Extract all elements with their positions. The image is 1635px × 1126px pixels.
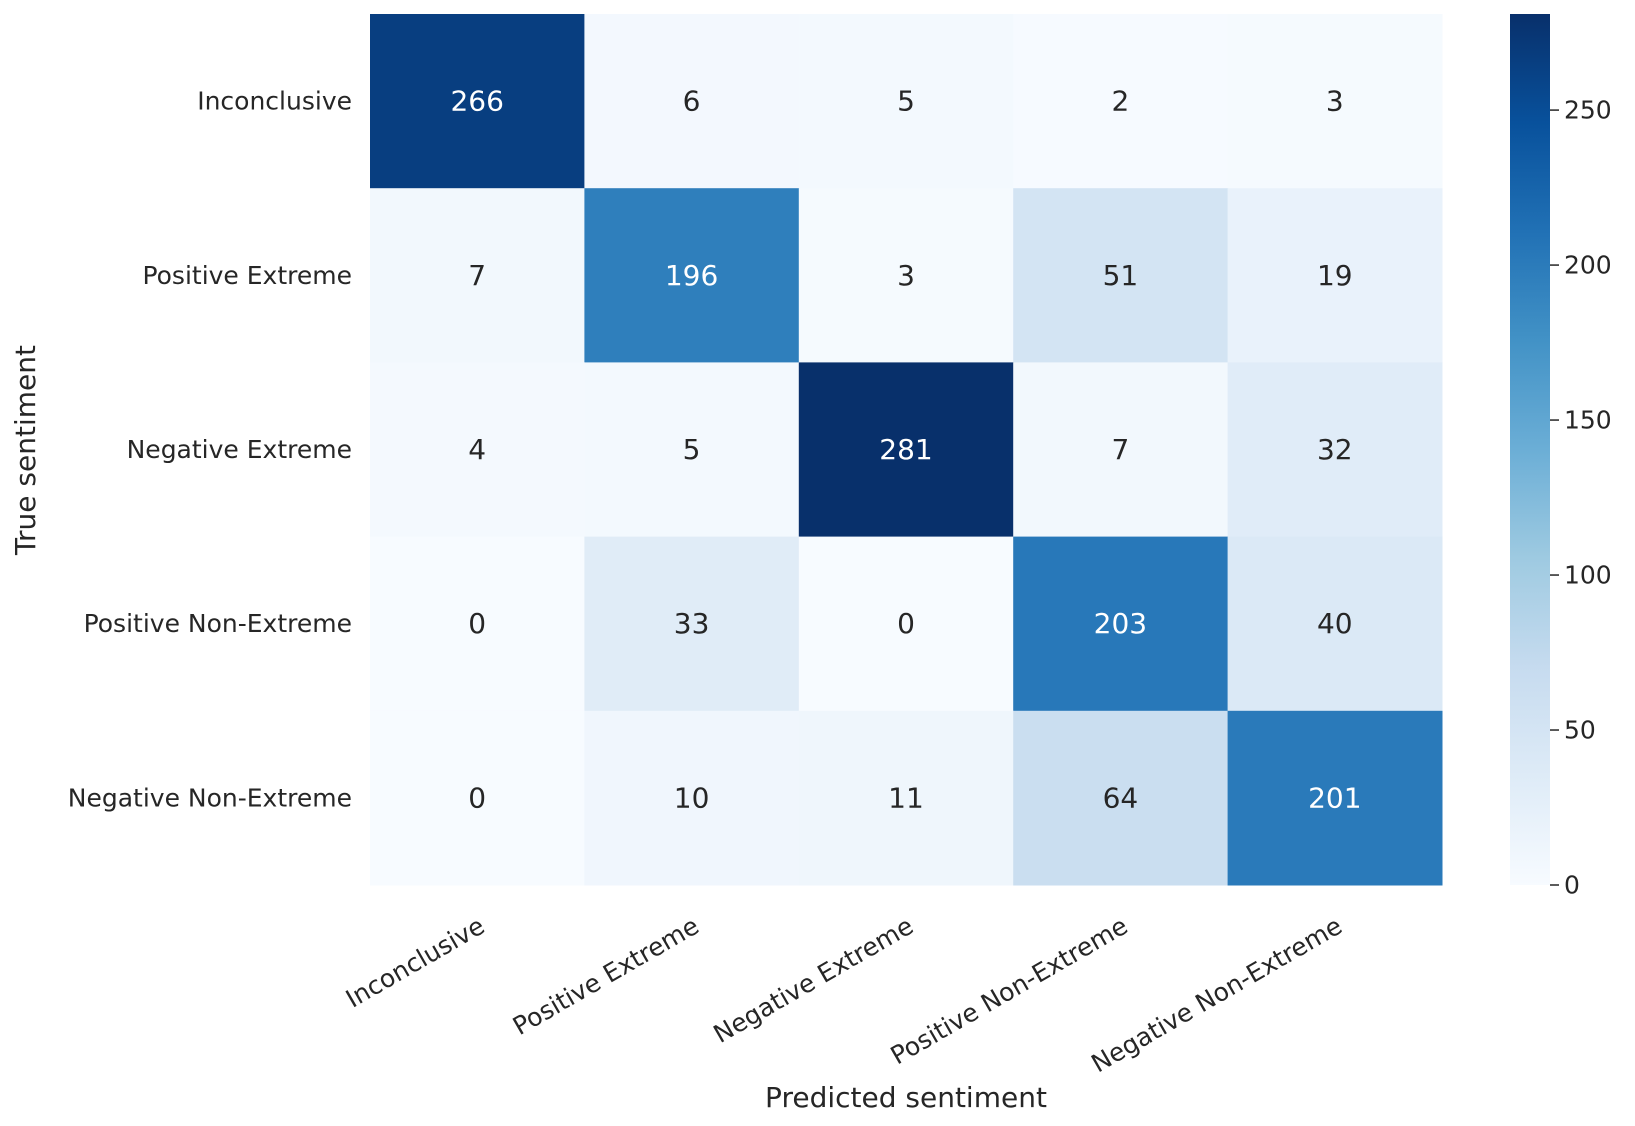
y-tick-label: Inconclusive [197, 87, 352, 116]
x-axis-title: Predicted sentiment [765, 1081, 1047, 1114]
cell-value-label: 10 [674, 781, 710, 814]
heatmap-cell [1013, 710, 1229, 886]
cell-value-label: 6 [683, 85, 701, 118]
heatmap-cell [1227, 536, 1443, 712]
cell-value-label: 5 [683, 433, 701, 466]
y-tick-label: Negative Extreme [127, 435, 352, 464]
heatmap-cells [370, 14, 1443, 886]
cell-value-label: 51 [1103, 259, 1139, 292]
cell-value-label: 64 [1103, 781, 1139, 814]
heatmap-cell [1013, 14, 1229, 189]
heatmap-cell [798, 362, 1014, 538]
y-tick-label: Positive Non-Extreme [84, 609, 352, 638]
heatmap-cell [370, 14, 585, 189]
cell-value-label: 0 [468, 607, 486, 640]
colorbar-tick-label: 100 [1564, 561, 1612, 590]
heatmap-cell [1227, 14, 1443, 189]
cell-value-label: 3 [897, 259, 915, 292]
heatmap-cell [370, 188, 585, 363]
cell-value-label: 0 [468, 781, 486, 814]
x-tick-label: Positive Non-Extreme [886, 911, 1133, 1070]
cell-value-label: 5 [897, 85, 915, 118]
cell-value-label: 201 [1308, 781, 1361, 814]
heatmap-cell-labels: 266 6 5 2 3 7 196 3 51 19 4 5 281 7 32 0 33 0 203 40 0 10 11 64… [450, 85, 1361, 815]
heatmap-cell [1227, 710, 1443, 886]
heatmap-cell [370, 536, 585, 712]
colorbar-tick-label: 250 [1564, 96, 1612, 125]
heatmap-cell [1013, 362, 1229, 538]
heatmap-cell [370, 710, 585, 886]
heatmap-cell [584, 188, 800, 363]
y-axis-tick-labels: Inconclusive Positive Extreme Negative Ext… [68, 87, 352, 813]
cell-value-label: 0 [897, 607, 915, 640]
y-tick-label: Positive Extreme [142, 261, 352, 290]
colorbar-tick-label: 200 [1564, 251, 1612, 280]
heatmap-cell [584, 14, 800, 189]
cell-value-label: 19 [1317, 259, 1353, 292]
colorbar-tick-label: 150 [1564, 406, 1612, 435]
x-tick-label: Negative Extreme [709, 911, 919, 1049]
colorbar-tick-label: 50 [1564, 716, 1596, 745]
cell-value-label: 266 [450, 85, 503, 118]
cell-value-label: 7 [468, 259, 486, 292]
heatmap-cell [584, 710, 800, 886]
colorbar [1510, 14, 1550, 885]
y-axis-title: True sentiment [9, 345, 42, 556]
cell-value-label: 2 [1111, 85, 1129, 118]
colorbar-ticks: 0 50 100 150 200 250 [1550, 96, 1612, 900]
cell-value-label: 33 [674, 607, 710, 640]
heatmap-cell [798, 536, 1014, 712]
cell-value-label: 281 [879, 433, 932, 466]
cell-value-label: 3 [1326, 85, 1344, 118]
cell-value-label: 196 [665, 259, 718, 292]
cell-value-label: 4 [468, 433, 486, 466]
x-tick-label: Inconclusive [341, 911, 490, 1014]
cell-value-label: 7 [1111, 433, 1129, 466]
cell-value-label: 40 [1317, 607, 1353, 640]
heatmap-cell [798, 710, 1014, 886]
heatmap-cell [584, 362, 800, 538]
y-tick-label: Negative Non-Extreme [68, 783, 352, 812]
heatmap-cell [798, 188, 1014, 363]
cell-value-label: 32 [1317, 433, 1353, 466]
x-axis-tick-labels: Inconclusive Positive Extreme Negative Ext… [341, 911, 1347, 1078]
heatmap-cell [1013, 188, 1229, 363]
colorbar-tick-label: 0 [1564, 871, 1580, 900]
cell-value-label: 203 [1094, 607, 1147, 640]
heatmap-cell [1227, 362, 1443, 538]
x-tick-label: Positive Extreme [508, 911, 704, 1041]
heatmap-cell [370, 362, 585, 538]
heatmap-cell [798, 14, 1014, 189]
cell-value-label: 11 [888, 781, 924, 814]
heatmap-cell [584, 536, 800, 712]
heatmap-cell [1227, 188, 1443, 363]
heatmap-cell [1013, 536, 1229, 712]
